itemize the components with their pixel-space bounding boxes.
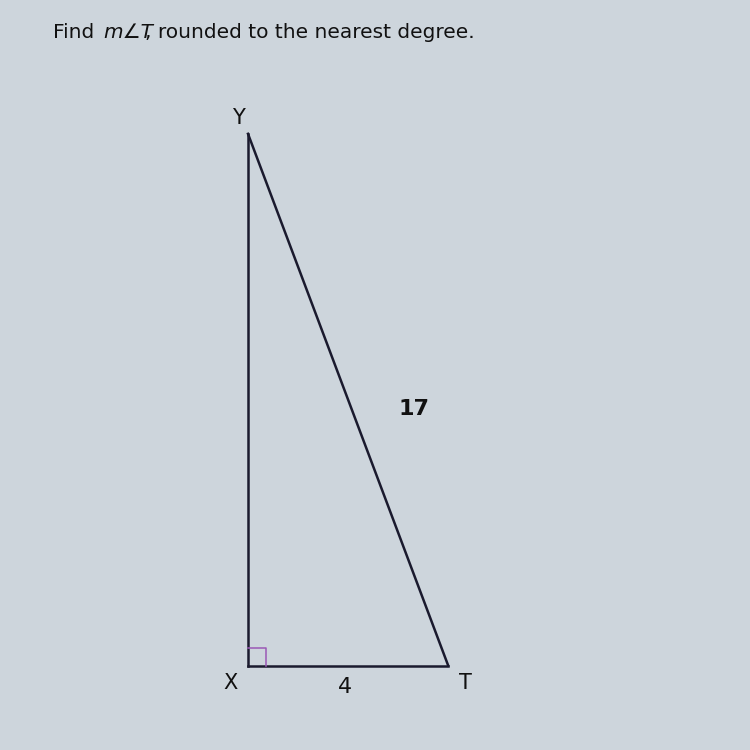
Text: Y: Y [232,108,245,128]
Text: m∠T: m∠T [104,22,153,41]
Text: T: T [459,673,472,693]
Text: X: X [224,673,238,693]
Text: Find: Find [53,22,100,41]
Text: 17: 17 [398,399,429,419]
Text: , rounded to the nearest degree.: , rounded to the nearest degree. [145,22,474,41]
Text: 4: 4 [338,677,352,698]
